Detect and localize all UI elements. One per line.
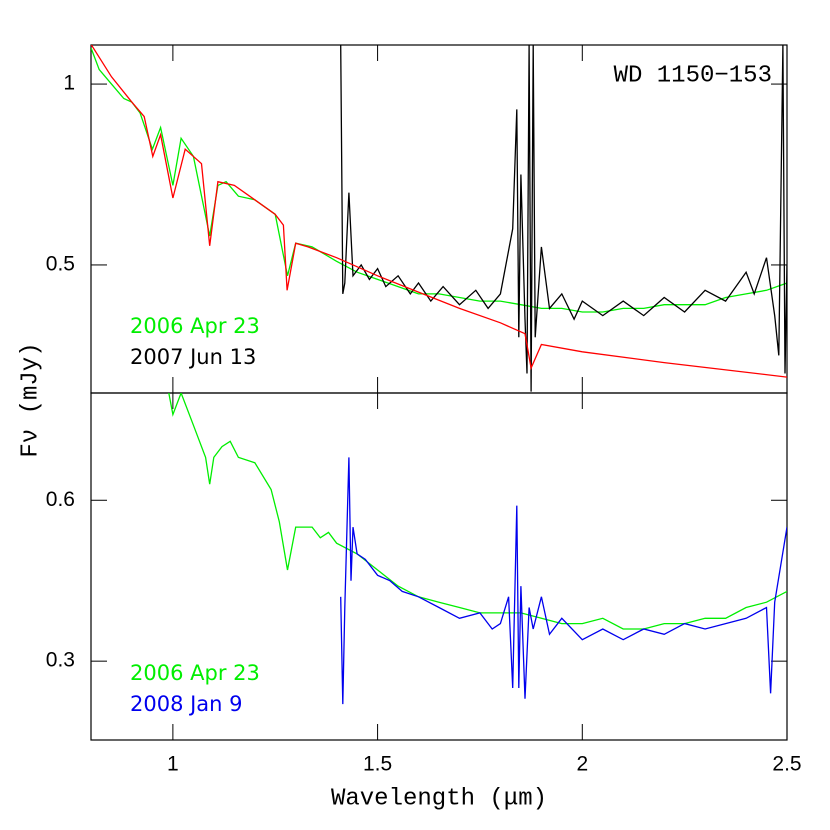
spectrum-line — [91, 47, 787, 313]
spectrum-line — [91, 45, 787, 378]
x-tick-label: 2.5 — [772, 753, 801, 776]
legend-label: 2006 Apr 23 — [130, 314, 260, 338]
spectrum-line — [340, 45, 787, 392]
x-tick-label: 1.5 — [363, 753, 392, 776]
plot-area — [168, 393, 787, 705]
x-tick-label: 1 — [167, 753, 179, 776]
y-tick-label: 0.6 — [46, 488, 75, 511]
legend-label: 2006 Apr 23 — [130, 661, 260, 685]
spectrum-line — [168, 393, 787, 630]
spectrum-line — [340, 457, 787, 705]
legend-label: 2007 Jun 13 — [130, 345, 256, 369]
plot-area — [91, 45, 787, 392]
y-tick-label: 0.5 — [46, 252, 75, 275]
panel-frame — [90, 44, 788, 394]
y-tick-label: 0.3 — [46, 649, 75, 672]
x-tick-label: 2 — [576, 753, 588, 776]
x-axis-label: Wavelength (μm) — [331, 785, 547, 812]
legend-label: 2008 Jan 9 — [130, 692, 243, 716]
y-axis-label: Fν (mJy) — [17, 342, 44, 457]
chart-title: WD 1150−153 — [614, 62, 772, 89]
panel-frame — [90, 392, 788, 741]
y-tick-label: 1 — [63, 72, 75, 95]
